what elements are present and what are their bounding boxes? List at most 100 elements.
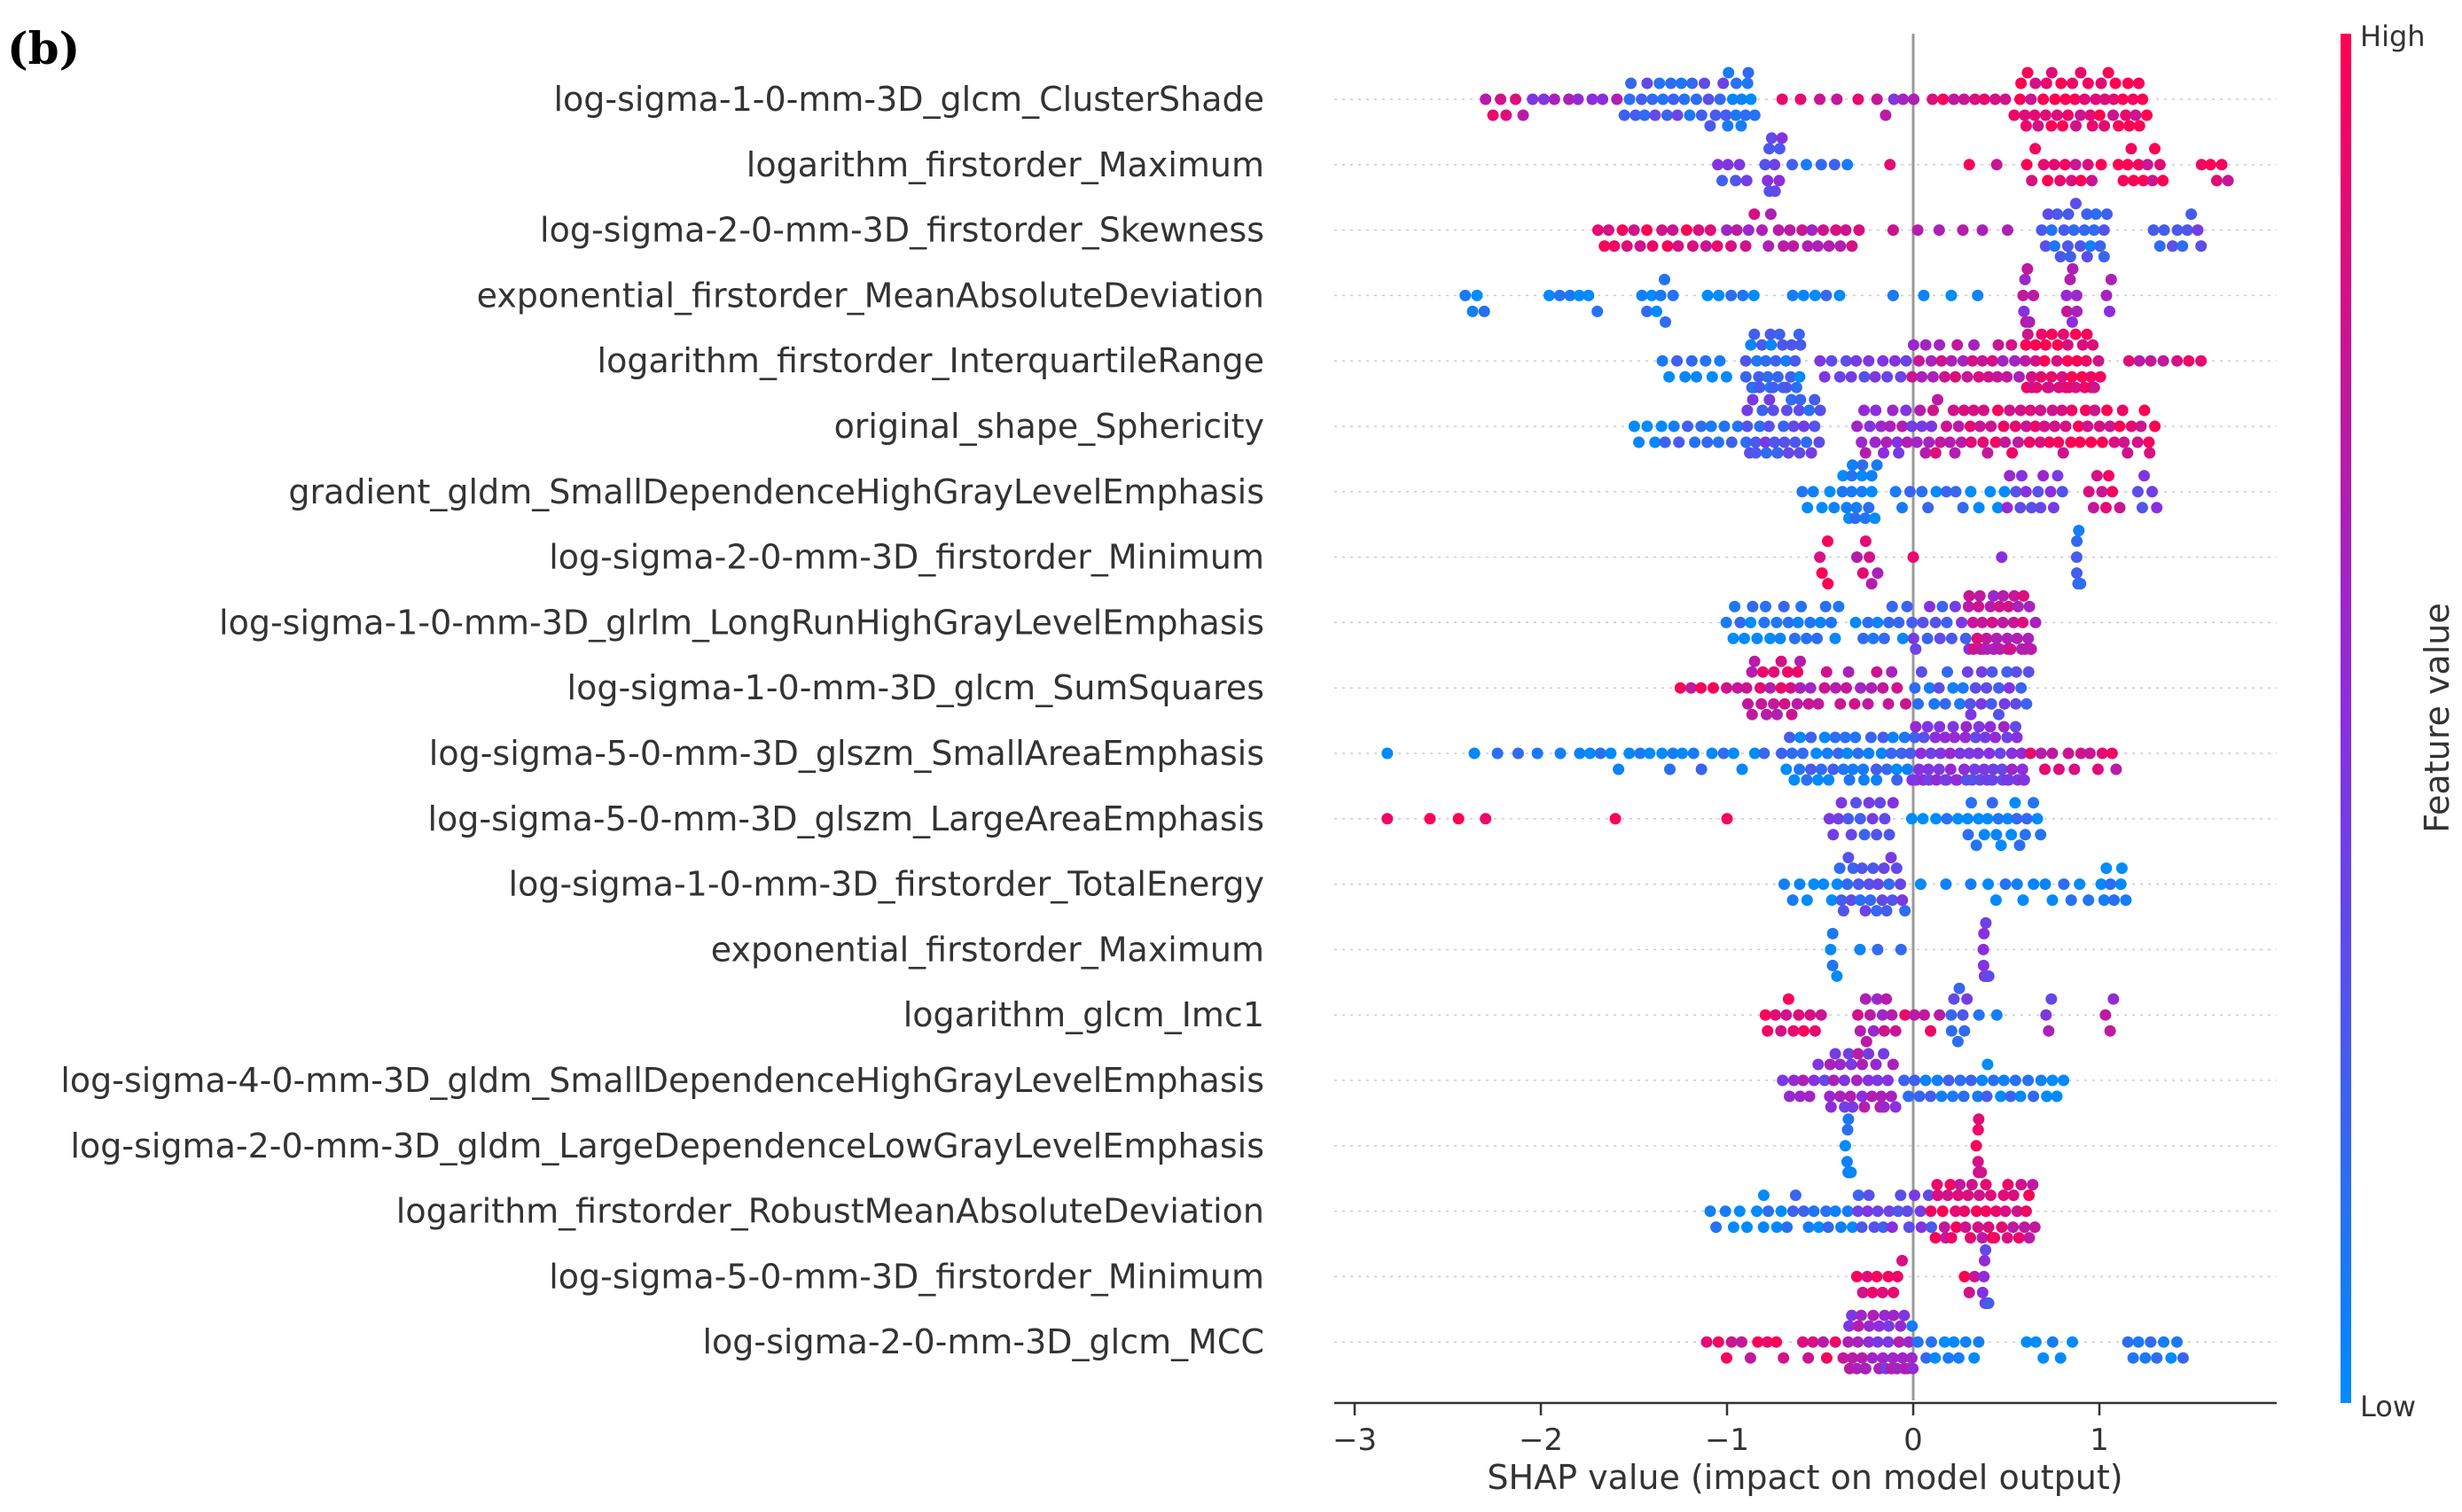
shap-point: [2122, 77, 2134, 90]
shap-point: [1982, 1297, 1995, 1309]
shap-point: [1918, 289, 1930, 301]
shap-point: [1780, 381, 1793, 394]
shap-point: [1859, 535, 1872, 548]
shap-point: [2051, 355, 2063, 367]
shap-point: [1846, 240, 1858, 253]
shap-point: [1957, 224, 1969, 237]
shap-point: [1907, 551, 1919, 564]
shap-point: [2005, 763, 2018, 775]
shap-point: [1815, 1009, 1827, 1021]
shap-point: [2007, 616, 2020, 628]
shap-point: [1822, 578, 1834, 590]
shap-point: [2056, 370, 2068, 383]
shap-point: [1896, 420, 1909, 433]
shap-point: [1741, 77, 1754, 90]
shap-point: [1809, 289, 1821, 301]
shap-point: [1916, 420, 1928, 433]
shap-point: [2005, 829, 2018, 841]
shap-point: [1784, 224, 1796, 237]
shap-point: [1942, 1189, 1954, 1202]
shap-point: [1843, 774, 1856, 786]
shap-point: [1825, 355, 1838, 367]
shap-point: [1725, 1336, 1738, 1348]
shap-point: [1981, 447, 1994, 459]
shap-point: [1858, 370, 1871, 383]
shap-point: [1969, 731, 1981, 744]
shap-point: [1977, 436, 1989, 448]
shap-point: [2001, 666, 2013, 678]
shap-point: [1742, 224, 1755, 237]
shap-point: [2037, 1352, 2050, 1364]
shap-point: [1866, 1352, 1879, 1364]
shap-point: [1887, 1352, 1899, 1364]
feature-label: log-sigma-1-0-mm-3D_glrlm_LongRunHighGra…: [219, 603, 1264, 642]
shap-point: [1778, 878, 1790, 891]
shap-point: [1882, 698, 1895, 710]
shap-point: [1786, 894, 1799, 907]
shap-point: [1664, 763, 1676, 775]
shap-point: [1975, 698, 1988, 710]
shap-point: [1794, 370, 1806, 383]
x-tick-label: 1: [2090, 1422, 2109, 1458]
shap-point: [1811, 240, 1824, 253]
shap-point: [1745, 339, 1757, 351]
shap-point: [1789, 436, 1802, 448]
shap-point: [2025, 643, 2037, 655]
shap-point: [1718, 420, 1731, 433]
shap-point: [1720, 370, 1732, 383]
shap-point: [2075, 66, 2087, 79]
shap-point: [1663, 370, 1676, 383]
shap-point: [2001, 731, 2013, 744]
shap-point: [1748, 208, 1761, 221]
shap-point: [1846, 1309, 1858, 1321]
shap-point: [2035, 1074, 2047, 1087]
shap-point: [1900, 404, 1912, 417]
shap-point: [1989, 436, 2002, 448]
shap-point: [1933, 763, 1945, 775]
shap-point: [1665, 77, 1677, 90]
shap-point: [1887, 894, 1898, 907]
shap-point: [1895, 1320, 1907, 1332]
shap-point: [1793, 1009, 1805, 1021]
shap-point: [2016, 763, 2028, 775]
shap-point: [1786, 708, 1798, 721]
shap-point: [1851, 551, 1863, 564]
shap-point: [1910, 721, 1922, 733]
shap-point: [1984, 600, 1997, 612]
shap-point: [1734, 616, 1747, 628]
shap-point: [1671, 109, 1684, 121]
shap-point: [1768, 666, 1780, 678]
shap-point: [2122, 1336, 2134, 1348]
shap-point: [1998, 486, 2011, 498]
shap-point: [1749, 436, 1762, 448]
shap-point: [1930, 774, 1942, 786]
shap-point: [2019, 109, 2031, 121]
shap-point: [2157, 355, 2169, 367]
shap-point: [1775, 682, 1787, 694]
shap-point: [2143, 436, 2155, 448]
shap-point: [2001, 502, 2013, 514]
shap-point: [1686, 77, 1699, 90]
shap-point: [2046, 1336, 2059, 1348]
shap-point: [1618, 109, 1630, 121]
shap-point: [2071, 535, 2083, 548]
shap-point: [1883, 616, 1895, 628]
shap-point: [1982, 1221, 1995, 1234]
shap-point: [1831, 970, 1843, 982]
shap-point: [1906, 616, 1919, 628]
shap-point: [1495, 93, 1507, 105]
shap-point: [2062, 747, 2075, 760]
shap-point: [1713, 289, 1725, 301]
shap-point: [1804, 1009, 1817, 1021]
shap-point: [1641, 305, 1653, 317]
shap-point: [2086, 120, 2099, 132]
shap-point: [1674, 682, 1686, 694]
shap-point: [2076, 339, 2089, 351]
shap-point: [1852, 1336, 1864, 1348]
shap-point: [1621, 240, 1633, 253]
shap-point: [1700, 1336, 1713, 1348]
shap-point: [1745, 93, 1757, 105]
shap-point: [2075, 747, 2087, 760]
x-tick-label: −2: [1519, 1422, 1563, 1458]
shap-point: [1871, 829, 1883, 841]
